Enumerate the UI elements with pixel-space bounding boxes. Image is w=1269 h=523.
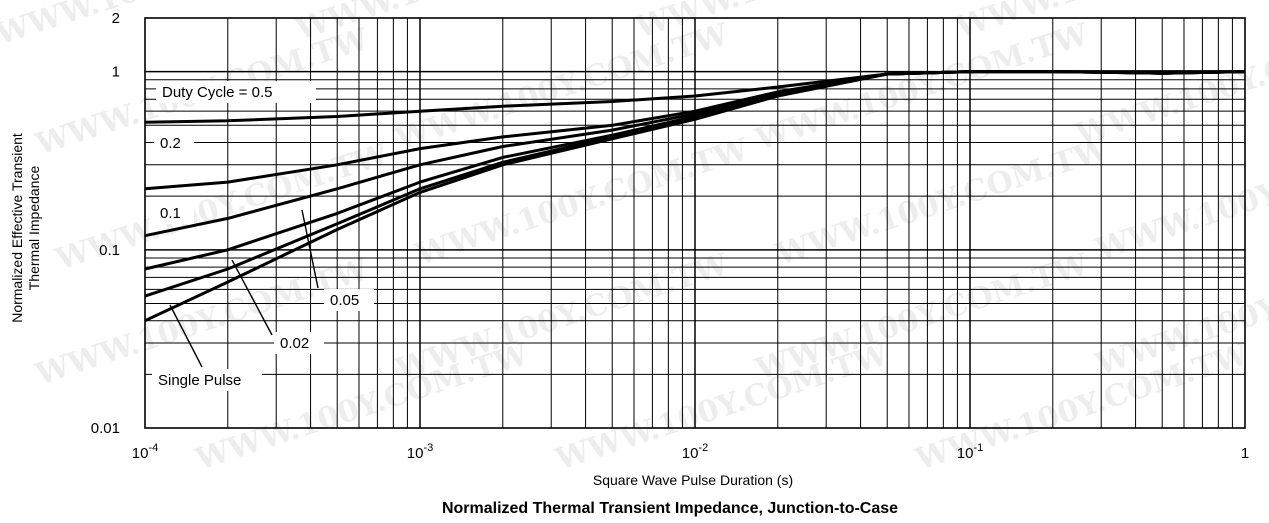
x-tick-label: 10-4 [132,442,158,462]
leader-0-02 [231,259,273,336]
leader-0-05 [301,209,319,289]
x-axis-title: Square Wave Pulse Duration (s) [593,472,793,488]
y-tick-label: 2 [112,10,120,27]
label-duty-0-05-bg [324,289,374,311]
x-tick-label: 10-2 [682,442,708,462]
plot-frame [144,17,1246,429]
label-duty-0-2: 0.2 [160,135,181,152]
label-duty-0-02: 0.02 [280,335,309,352]
label-single-pulse: Single Pulse [158,372,241,389]
label-duty-0-1: 0.1 [160,205,181,222]
x-tick-label: 1 [1241,445,1249,462]
y-axis-title-line-2: Thermal Impedance [26,166,42,291]
y-tick-label: 0.01 [91,420,120,437]
y-axis-title-line-1: Normalized Effective Transient [9,133,25,323]
watermark-text: WWW.100Y.COM.TW [0,0,334,53]
x-tick-label: 10-3 [407,442,433,462]
leader-single-pulse [169,304,203,368]
watermark-text: WWW.100Y.COM.TW [951,0,1269,46]
y-tick-labels: 0.01 0.1 1 2 [91,10,120,437]
label-duty-0-02-bg [274,332,324,354]
label-single-pulse-bg [152,369,262,391]
x-tick-label: 10-1 [957,442,983,462]
label-duty-0-2-bg [154,132,194,154]
grid-layer [145,18,1245,428]
label-duty-0-5-bg [156,81,316,103]
series-line-5 [144,70,1246,323]
series-layer [144,70,1246,323]
chart-title: Normalized Thermal Transient Impedance, … [442,500,898,517]
watermark-text: WWW.100Y.COM.TW [551,337,894,478]
label-duty-0-1-bg [154,202,194,224]
watermark-text: WWW.100Y.COM.TW [1091,127,1269,268]
annotation-layer: Duty Cycle = 0.5 0.2 0.1 0.05 0.02 Single Pul… [152,81,374,391]
watermark-text: WWW.100Y.COM.TW [411,132,754,273]
label-duty-0-5: Duty Cycle = 0.5 [162,84,272,101]
y-axis-title: Normalized Effective Transient Thermal I… [9,133,42,323]
watermark-text: WWW.100Y.COM.TW [191,337,534,478]
y-tick-label: 1 [112,64,120,81]
x-tick-labels: 10-4 10-3 10-2 10-1 1 [132,442,1249,462]
watermark-text: WWW.100Y.COM.TW [771,132,1114,273]
label-duty-0-05: 0.05 [330,292,359,309]
y-tick-label: 0.1 [99,242,120,259]
